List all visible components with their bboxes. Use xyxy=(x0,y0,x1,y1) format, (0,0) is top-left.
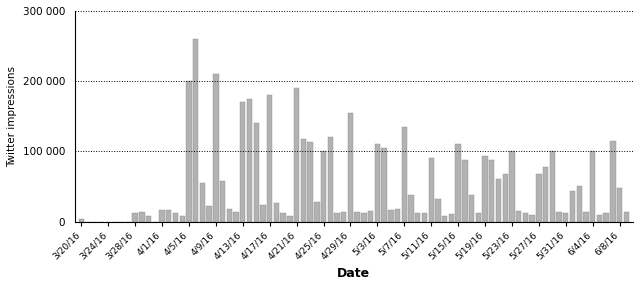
Bar xyxy=(247,99,252,222)
Bar xyxy=(563,213,568,222)
Bar xyxy=(449,214,454,222)
Bar xyxy=(442,216,447,222)
Bar xyxy=(220,181,225,222)
Bar xyxy=(536,174,541,222)
Bar xyxy=(381,148,387,222)
Bar xyxy=(173,213,178,222)
Bar xyxy=(328,137,333,222)
Bar xyxy=(234,212,239,222)
Bar xyxy=(577,187,582,222)
Bar xyxy=(200,183,205,222)
Bar xyxy=(348,113,353,222)
Bar xyxy=(435,199,440,222)
Bar xyxy=(462,160,468,222)
Bar xyxy=(207,206,212,222)
Bar xyxy=(361,213,367,222)
Bar xyxy=(502,174,508,222)
Bar xyxy=(166,210,172,222)
Bar xyxy=(274,203,279,222)
Bar xyxy=(529,214,535,222)
Bar xyxy=(604,213,609,222)
Bar xyxy=(132,213,138,222)
X-axis label: Date: Date xyxy=(337,267,371,280)
Bar xyxy=(227,209,232,222)
Bar xyxy=(267,95,273,222)
Bar xyxy=(79,220,84,222)
Bar xyxy=(401,127,407,222)
Bar xyxy=(395,209,400,222)
Bar xyxy=(213,74,219,222)
Bar xyxy=(287,216,292,222)
Bar xyxy=(496,179,501,222)
Bar xyxy=(193,39,198,222)
Bar xyxy=(516,211,522,222)
Bar xyxy=(146,216,151,222)
Bar xyxy=(623,212,629,222)
Bar xyxy=(583,212,589,222)
Bar xyxy=(550,151,555,222)
Bar xyxy=(415,213,420,222)
Bar xyxy=(422,213,427,222)
Bar xyxy=(307,141,313,222)
Bar xyxy=(374,144,380,222)
Bar xyxy=(341,212,346,222)
Bar xyxy=(321,151,326,222)
Bar xyxy=(429,158,434,222)
Bar xyxy=(570,191,575,222)
Bar xyxy=(483,156,488,222)
Bar xyxy=(469,195,474,222)
Bar xyxy=(456,144,461,222)
Bar xyxy=(617,188,622,222)
Bar xyxy=(240,102,246,222)
Bar xyxy=(408,195,413,222)
Bar xyxy=(260,205,266,222)
Bar xyxy=(159,210,164,222)
Bar xyxy=(368,211,373,222)
Y-axis label: Twitter impressions: Twitter impressions xyxy=(7,66,17,167)
Bar xyxy=(523,213,528,222)
Bar xyxy=(301,139,306,222)
Bar xyxy=(543,167,548,222)
Bar xyxy=(280,213,286,222)
Bar xyxy=(489,160,495,222)
Bar xyxy=(388,210,394,222)
Bar xyxy=(556,212,562,222)
Bar xyxy=(186,81,191,222)
Bar xyxy=(610,141,616,222)
Bar xyxy=(509,151,515,222)
Bar xyxy=(334,213,340,222)
Bar xyxy=(590,151,595,222)
Bar xyxy=(476,213,481,222)
Bar xyxy=(253,123,259,222)
Bar xyxy=(139,212,145,222)
Bar xyxy=(355,212,360,222)
Bar xyxy=(180,216,185,222)
Bar xyxy=(596,214,602,222)
Bar xyxy=(314,202,319,222)
Bar xyxy=(294,88,300,222)
